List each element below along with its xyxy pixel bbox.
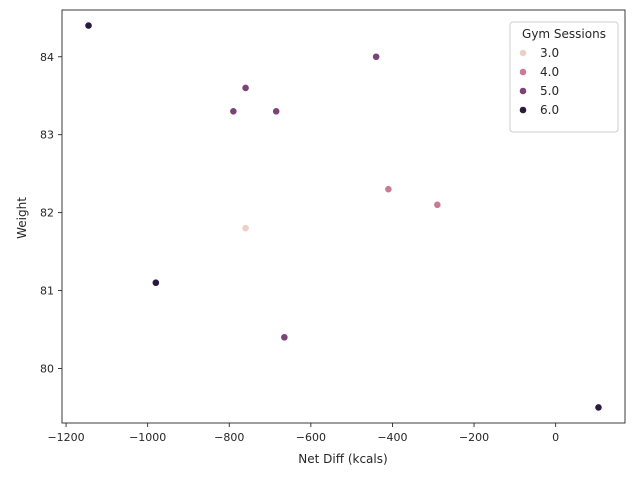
- x-tick-label: 0: [552, 431, 559, 444]
- legend-label: 6.0: [540, 103, 559, 117]
- y-tick-label: 84: [40, 51, 54, 64]
- x-tick-label: −1000: [129, 431, 166, 444]
- legend-label: 5.0: [540, 84, 559, 98]
- legend-frame: [509, 21, 619, 133]
- x-axis-ticks: −1200 −1000 −800 −600 −400 −200 0: [47, 423, 559, 444]
- scatter-point: [594, 403, 603, 412]
- legend-title: Gym Sessions: [522, 27, 606, 41]
- y-axis-label: Weight: [15, 197, 29, 239]
- x-tick-label: −200: [459, 431, 489, 444]
- y-tick-label: 82: [40, 207, 54, 220]
- legend-marker: [519, 106, 527, 114]
- legend-label: 4.0: [540, 65, 559, 79]
- x-tick-label: −600: [296, 431, 326, 444]
- scatter-point: [84, 21, 93, 30]
- x-axis-label: Net Diff (kcals): [298, 452, 387, 466]
- legend-marker: [519, 68, 527, 76]
- scatter-point: [151, 278, 160, 287]
- x-tick-label: −400: [377, 431, 407, 444]
- scatter-point: [433, 200, 442, 209]
- y-tick-label: 81: [40, 285, 54, 298]
- legend-entries: 3.0 4.0 5.0 6.0: [519, 46, 559, 117]
- legend: Gym Sessions 3.0 4.0 5.0 6.0: [509, 21, 619, 133]
- data-points: [84, 21, 603, 412]
- scatter-point: [229, 107, 238, 116]
- scatter-point: [372, 52, 381, 61]
- axes-frame: [61, 9, 626, 424]
- y-tick-label: 80: [40, 362, 54, 375]
- legend-marker: [519, 87, 527, 95]
- y-tick-label: 83: [40, 129, 54, 142]
- scatter-point: [272, 107, 281, 116]
- scatter-point: [384, 185, 393, 194]
- legend-label: 3.0: [540, 46, 559, 60]
- y-axis-ticks: 80 81 82 83 84: [40, 51, 62, 375]
- plot-area: [61, 9, 626, 424]
- scatter-point: [241, 84, 250, 92]
- x-tick-label: −800: [214, 431, 244, 444]
- scatter-point: [241, 224, 250, 233]
- scatter-point: [280, 333, 289, 342]
- legend-marker: [519, 49, 527, 57]
- x-tick-label: −1200: [47, 431, 84, 444]
